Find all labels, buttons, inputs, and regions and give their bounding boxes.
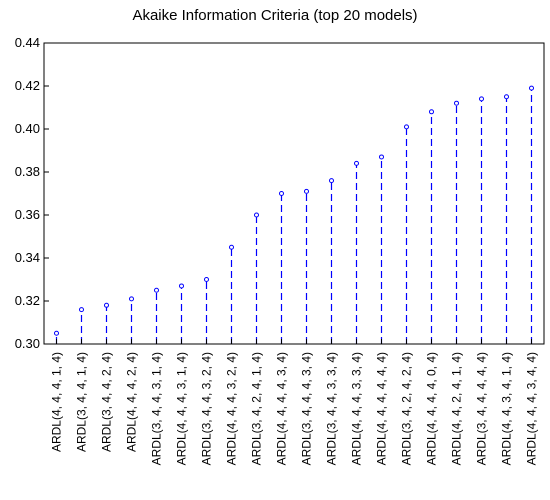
x-tick-label: ARDL(3, 4, 4, 4, 3, 4): [300, 352, 314, 465]
data-point-marker: [179, 283, 184, 289]
x-tick-label: ARDL(4, 4, 4, 3, 3, 4): [350, 352, 364, 465]
y-axis-ticks: 0.30 0.32 0.34 0.36 0.38 0.40 0.42 0.44: [15, 35, 49, 351]
x-tick-label: ARDL(4, 4, 4, 3, 1, 4): [175, 352, 189, 465]
x-tick-label: ARDL(4, 4, 4, 1, 4): [50, 352, 64, 452]
x-tick-label: ARDL(3, 4, 4, 3, 3, 4): [325, 352, 339, 465]
y-tick-label: 0.30: [15, 336, 40, 351]
data-point-marker: [379, 154, 384, 160]
y-tick-label: 0.40: [15, 121, 40, 136]
y-tick-label: 0.32: [15, 293, 40, 308]
x-tick-label: ARDL(3, 4, 2, 4, 1, 4): [250, 352, 264, 465]
x-tick-label: ARDL(4, 4, 4, 2, 4): [125, 352, 139, 452]
x-tick-label: ARDL(4, 4, 4, 4, 4, 4): [375, 352, 389, 465]
data-point-marker: [504, 94, 509, 100]
x-tick-label: ARDL(3, 4, 2, 4, 2, 4): [400, 352, 414, 465]
x-tick-label: ARDL(4, 4, 4, 4, 3, 4): [275, 352, 289, 465]
data-point-marker: [454, 100, 459, 106]
data-stems: [54, 85, 534, 344]
data-point-marker: [304, 188, 309, 194]
data-point-marker: [354, 160, 359, 166]
data-point-marker: [154, 287, 159, 293]
x-tick-label: ARDL(4, 4, 3, 4, 1, 4): [500, 352, 514, 465]
y-tick-label: 0.36: [15, 207, 40, 222]
data-point-marker: [429, 109, 434, 115]
data-point-marker: [129, 296, 134, 302]
x-tick-label: ARDL(3, 4, 4, 1, 4): [75, 352, 89, 452]
x-tick-label: ARDL(3, 4, 4, 4, 4, 4): [475, 352, 489, 465]
x-tick-label: ARDL(4, 4, 2, 4, 1, 4): [450, 352, 464, 465]
data-point-marker: [54, 330, 59, 336]
data-point-marker: [254, 212, 259, 218]
y-tick-label: 0.34: [15, 250, 40, 265]
data-point-marker: [104, 302, 109, 308]
chart-title: Akaike Information Criteria (top 20 mode…: [132, 7, 417, 24]
x-tick-label: ARDL(4, 4, 4, 3, 2, 4): [225, 352, 239, 465]
y-tick-label: 0.38: [15, 164, 40, 179]
data-point-marker: [479, 96, 484, 102]
x-tick-label: ARDL(3, 4, 4, 3, 1, 4): [150, 352, 164, 465]
data-point-marker: [329, 178, 334, 184]
data-point-marker: [204, 277, 209, 282]
data-point-marker: [404, 124, 409, 130]
data-point-marker: [79, 307, 84, 313]
data-point-marker: [279, 191, 284, 196]
y-tick-label: 0.42: [15, 78, 40, 93]
x-tick-label: ARDL(4, 4, 4, 4, 0, 4): [425, 352, 439, 465]
x-tick-label: ARDL(4, 4, 4, 3, 4, 4): [525, 352, 539, 465]
data-point-marker: [529, 85, 534, 91]
x-tick-label: ARDL(3, 4, 4, 3, 2, 4): [200, 352, 214, 465]
data-point-marker: [229, 244, 234, 250]
x-tick-label: ARDL(3, 4, 4, 2, 4): [100, 352, 114, 452]
x-axis-ticks: ARDL(4, 4, 4, 1, 4) ARDL(3, 4, 4, 1, 4) AR…: [50, 339, 539, 465]
y-tick-label: 0.44: [15, 35, 40, 50]
plot-frame: [43, 42, 545, 345]
